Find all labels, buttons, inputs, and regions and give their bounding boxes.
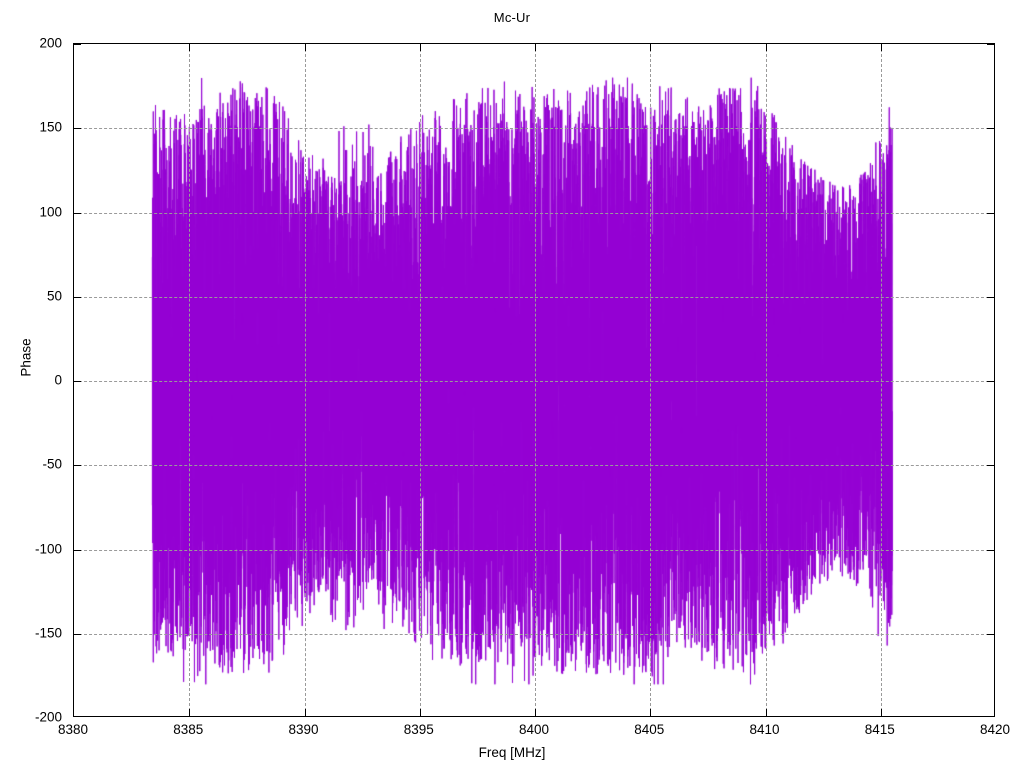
x-axis-tick xyxy=(535,709,536,716)
y-axis-tick-label: -200 xyxy=(34,709,62,725)
gridline-horizontal xyxy=(74,381,994,382)
y-axis-tick xyxy=(987,381,994,382)
y-axis-tick xyxy=(74,296,81,298)
y-axis-tick-label: 50 xyxy=(46,288,62,304)
x-axis-tick xyxy=(304,44,306,51)
x-axis-tick xyxy=(765,709,767,716)
y-axis-tick-label: 150 xyxy=(39,119,62,135)
gridline-horizontal xyxy=(74,296,994,298)
x-axis-label: Freq [MHz] xyxy=(478,745,546,760)
y-axis-tick xyxy=(987,212,994,214)
gridline-horizontal xyxy=(74,212,994,214)
x-axis-tick xyxy=(650,709,652,716)
x-axis-tick-label: 8380 xyxy=(57,722,89,737)
y-axis-tick-label: 0 xyxy=(54,372,62,388)
x-axis-tick-label: 8390 xyxy=(288,722,319,737)
gridline-horizontal xyxy=(74,549,994,551)
x-axis-tick-label: 8395 xyxy=(403,722,434,737)
y-axis-tick-label: -150 xyxy=(34,625,62,641)
y-axis-tick-label: -50 xyxy=(42,456,62,472)
gridline-vertical xyxy=(304,44,306,716)
x-axis-tick xyxy=(880,44,882,51)
y-axis-tick xyxy=(987,549,994,551)
y-axis-tick xyxy=(74,381,81,382)
x-axis-tick xyxy=(765,44,767,51)
y-axis-tick xyxy=(987,128,994,130)
y-axis-tick xyxy=(987,465,994,467)
gridline-horizontal xyxy=(74,465,994,467)
gridline-vertical xyxy=(535,44,536,716)
gridline-vertical xyxy=(650,44,652,716)
x-axis-tick xyxy=(419,709,421,716)
y-axis-tick xyxy=(74,212,81,214)
chart-title: Mc-Ur xyxy=(493,10,531,25)
gridline-vertical xyxy=(765,44,767,716)
y-axis-label: Phase xyxy=(18,338,34,377)
x-axis-tick-label: 8415 xyxy=(864,722,895,737)
y-axis-tick-label: 200 xyxy=(39,35,62,51)
gridline-vertical xyxy=(189,44,191,716)
x-axis-tick-label: 8385 xyxy=(173,722,204,737)
x-axis-tick xyxy=(189,709,191,716)
y-axis-tick xyxy=(987,44,994,45)
gridline-vertical xyxy=(880,44,882,716)
x-axis-tick xyxy=(304,709,306,716)
y-axis-tick xyxy=(74,465,81,467)
y-axis-tick xyxy=(987,633,994,635)
x-axis-tick-label: 8400 xyxy=(518,722,550,737)
y-axis-tick xyxy=(74,44,81,45)
gridline-horizontal xyxy=(74,633,994,635)
gridline-vertical xyxy=(419,44,421,716)
plot-area xyxy=(73,43,995,717)
y-axis-tick xyxy=(74,549,81,551)
x-axis-tick xyxy=(419,44,421,51)
phase-data-series xyxy=(74,44,994,716)
y-axis-tick-label: -100 xyxy=(34,541,62,556)
x-axis-tick-label: 8410 xyxy=(749,722,780,737)
y-axis-tick-label: 100 xyxy=(39,204,62,219)
x-axis-tick xyxy=(880,709,882,716)
x-axis-tick xyxy=(189,44,191,51)
x-axis-tick-label: 8405 xyxy=(634,722,665,737)
x-axis-tick xyxy=(650,44,652,51)
x-axis-tick-label: 8420 xyxy=(979,722,1011,737)
y-axis-tick xyxy=(74,633,81,635)
y-axis-tick xyxy=(74,128,81,130)
y-axis-tick xyxy=(987,296,994,298)
gridline-horizontal xyxy=(74,128,994,130)
x-axis-tick xyxy=(535,44,536,51)
